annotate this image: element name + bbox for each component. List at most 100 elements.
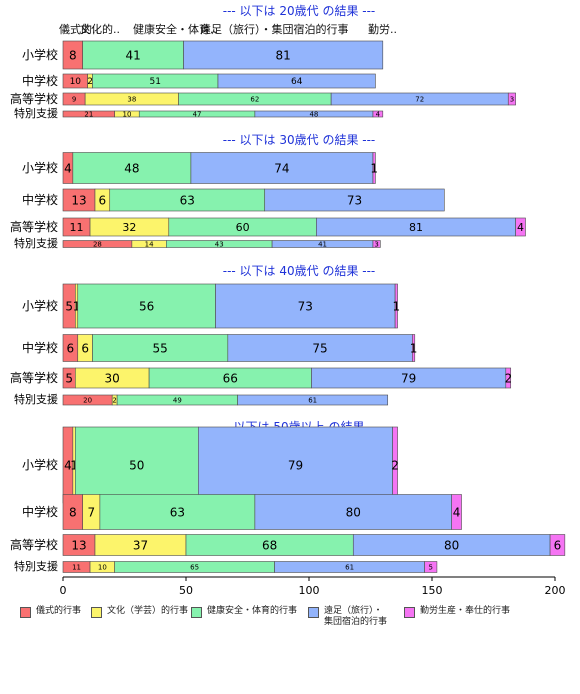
bar-value-label: 51 bbox=[150, 77, 161, 87]
bar-value-label: 8 bbox=[69, 48, 77, 62]
bar-value-label: 41 bbox=[318, 241, 327, 249]
bar-value-label: 8 bbox=[69, 505, 77, 519]
bar-value-label: 41 bbox=[125, 48, 140, 62]
bar-segment bbox=[77, 283, 216, 329]
bar-value-label: 4 bbox=[517, 221, 524, 234]
bar-value-label: 50 bbox=[129, 458, 144, 472]
bar-value-label: 20 bbox=[83, 397, 92, 405]
bar-value-label: 1 bbox=[70, 458, 78, 472]
x-tick-label: 200 bbox=[545, 584, 566, 597]
row-label: 高等学校 bbox=[10, 91, 58, 106]
row-label: 高等学校 bbox=[10, 537, 58, 552]
bar-segment bbox=[215, 283, 396, 329]
bar-segment bbox=[424, 561, 438, 573]
bar-segment bbox=[505, 367, 512, 389]
bar-value-label: 2 bbox=[504, 371, 512, 385]
bar-value-label: 4 bbox=[453, 505, 461, 519]
row-label: 小学校 bbox=[22, 160, 58, 175]
bar-segment bbox=[394, 283, 398, 329]
x-tick-label: 150 bbox=[422, 584, 443, 597]
header-label: 健康安全・体育.. bbox=[133, 22, 217, 36]
legend-swatch bbox=[20, 607, 31, 618]
bar-value-label: 10 bbox=[98, 564, 107, 572]
legend-label: 儀式的行事 bbox=[36, 606, 82, 616]
bar-value-label: 73 bbox=[347, 193, 362, 207]
legend-swatch bbox=[404, 607, 415, 618]
bar-segment bbox=[82, 40, 184, 70]
bar-value-label: 63 bbox=[170, 505, 185, 519]
bar-value-label: 73 bbox=[298, 299, 313, 313]
bar-value-label: 72 bbox=[415, 96, 424, 104]
bar-value-label: 61 bbox=[345, 564, 354, 572]
bar-value-label: 62 bbox=[250, 96, 259, 104]
bar-value-label: 79 bbox=[401, 371, 416, 385]
bar-value-label: 1 bbox=[370, 161, 378, 175]
bar-value-label: 61 bbox=[308, 397, 317, 405]
bar-value-label: 4 bbox=[64, 458, 72, 472]
header-label: 遠足（旅行）・集団宿泊的行事 bbox=[200, 22, 349, 36]
bar-segment bbox=[183, 40, 384, 70]
bar-value-label: 21 bbox=[84, 111, 93, 119]
bar-segment bbox=[72, 152, 192, 184]
row-label: 特別支援 bbox=[14, 559, 58, 573]
bar-value-label: 64 bbox=[291, 77, 303, 87]
bar-value-label: 48 bbox=[309, 111, 318, 119]
bar-segment bbox=[451, 494, 462, 530]
bar-value-label: 7 bbox=[87, 505, 95, 519]
bar-value-label: 68 bbox=[262, 538, 277, 552]
bar-value-label: 13 bbox=[71, 193, 86, 207]
bar-value-label: 66 bbox=[223, 371, 238, 385]
bar-value-label: 11 bbox=[70, 221, 84, 234]
bar-value-label: 1 bbox=[410, 341, 418, 355]
bar-value-label: 5 bbox=[429, 564, 433, 572]
bar-value-label: 2 bbox=[112, 397, 116, 405]
bar-value-label: 65 bbox=[190, 564, 199, 572]
x-tick-label: 100 bbox=[299, 584, 320, 597]
header-label: 儀式的.. bbox=[59, 22, 99, 36]
row-label: 高等学校 bbox=[10, 219, 58, 234]
bar-value-label: 32 bbox=[122, 221, 136, 234]
bar-value-label: 11 bbox=[72, 564, 81, 572]
bar-segment bbox=[198, 426, 393, 504]
bar-value-label: 49 bbox=[173, 397, 182, 405]
bar-value-label: 80 bbox=[346, 505, 361, 519]
bar-value-label: 37 bbox=[133, 538, 148, 552]
bar-segment bbox=[264, 188, 445, 212]
bar-segment bbox=[507, 92, 516, 106]
group-title: --- 以下は 20歳代 の結果 --- bbox=[223, 4, 376, 18]
bar-value-label: 10 bbox=[122, 111, 131, 119]
bar-value-label: 10 bbox=[70, 77, 82, 87]
bar-value-label: 79 bbox=[288, 458, 303, 472]
bar-value-label: 4 bbox=[376, 111, 381, 119]
bar-value-label: 1 bbox=[73, 299, 81, 313]
legend-item: 健康安全・体育的行事 bbox=[191, 606, 297, 618]
bar-segment bbox=[372, 152, 376, 184]
header-label: 勤労.. bbox=[368, 22, 397, 36]
bar-value-label: 30 bbox=[105, 371, 120, 385]
bar-value-label: 4 bbox=[64, 161, 72, 175]
x-tick-label: 50 bbox=[179, 584, 193, 597]
bar-value-label: 81 bbox=[409, 221, 423, 234]
bar-segment bbox=[372, 110, 384, 118]
bar-value-label: 6 bbox=[99, 193, 107, 207]
bar-value-label: 75 bbox=[312, 341, 327, 355]
bar-segment bbox=[237, 394, 389, 406]
row-label: 中学校 bbox=[22, 340, 58, 355]
row-label: 小学校 bbox=[22, 457, 58, 472]
group-title: --- 以下は 30歳代 の結果 --- bbox=[223, 133, 376, 147]
legend-label: 健康安全・体育的行事 bbox=[207, 606, 298, 616]
bar-value-label: 48 bbox=[124, 161, 139, 175]
legend-label: 文化（学芸）的行事 bbox=[107, 606, 189, 616]
bar-value-label: 14 bbox=[145, 241, 154, 249]
legend-item: 勤労生産・奉仕的行事 bbox=[404, 606, 510, 618]
bar-segment bbox=[254, 494, 452, 530]
bar-value-label: 6 bbox=[67, 341, 75, 355]
bar-value-label: 28 bbox=[93, 241, 102, 249]
row-label: 小学校 bbox=[22, 47, 58, 62]
bar-segment bbox=[99, 494, 256, 530]
legend-label: 遠足（旅行）・ 集団宿泊的行事 bbox=[324, 606, 388, 627]
bar-value-label: 55 bbox=[153, 341, 168, 355]
bar-segment bbox=[75, 426, 199, 504]
row-label: 中学校 bbox=[22, 192, 58, 207]
bar-value-label: 2 bbox=[87, 77, 93, 87]
